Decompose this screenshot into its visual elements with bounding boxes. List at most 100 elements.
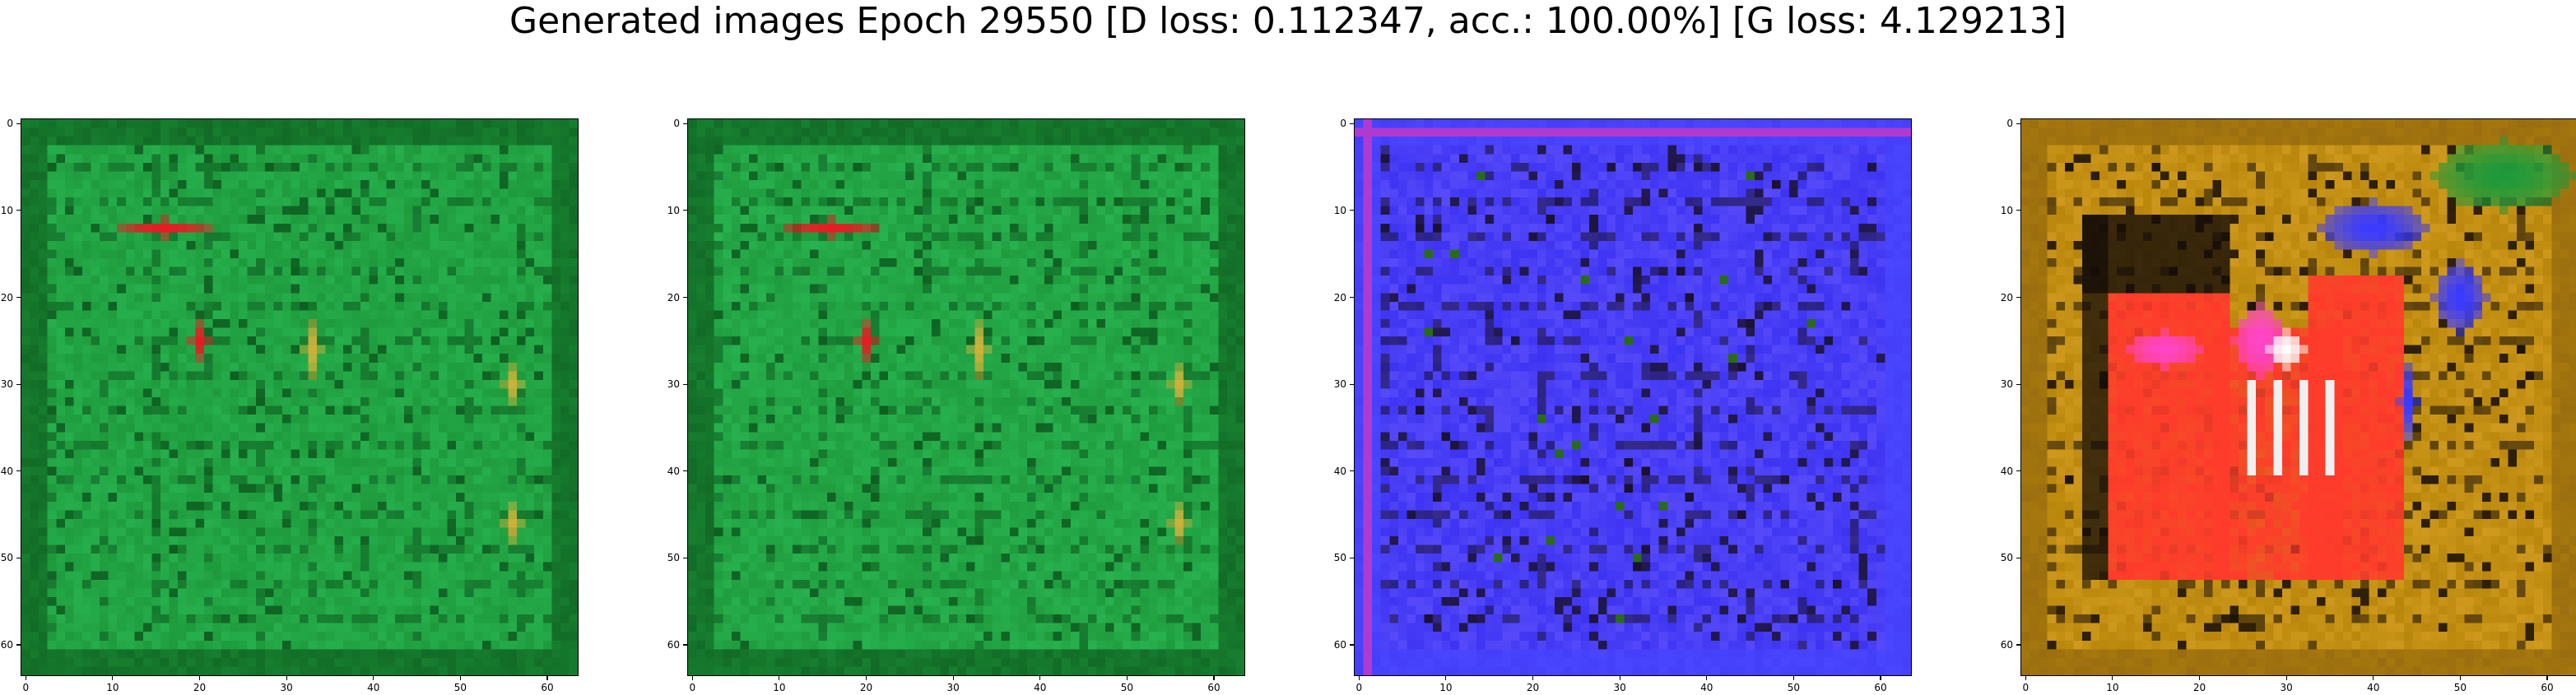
x-tick-label: 60 [1874, 682, 1887, 693]
x-tick-label: 10 [106, 682, 119, 693]
x-tick-mark [2285, 675, 2287, 680]
y-tick-label: 10 [1333, 204, 1346, 216]
x-tick-mark [112, 675, 114, 680]
y-tick-mark [2016, 210, 2021, 211]
x-tick-label: 20 [859, 682, 873, 693]
generated-image-2 [687, 118, 1245, 676]
y-tick-mark [1350, 383, 1355, 385]
x-tick-mark [198, 675, 201, 680]
x-tick-label: 60 [2541, 682, 2554, 693]
x-tick-mark [1039, 675, 1041, 680]
y-tick-mark [16, 123, 21, 124]
x-tick-label: 30 [946, 682, 960, 693]
x-tick-mark [1880, 675, 1881, 680]
y-tick-label: 10 [667, 204, 680, 216]
x-tick-label: 40 [367, 682, 380, 693]
y-tick-mark [683, 644, 688, 646]
x-tick-label: 50 [2453, 682, 2467, 693]
y-tick-mark [683, 210, 688, 211]
image-pixels-4 [2021, 119, 2576, 675]
y-tick-label: 50 [2000, 552, 2013, 564]
x-tick-mark [1445, 675, 1447, 680]
y-tick-label: 10 [0, 204, 13, 216]
y-tick-label: 40 [2000, 465, 2013, 477]
y-tick-mark [2016, 470, 2021, 472]
y-tick-mark [1350, 123, 1355, 124]
x-tick-mark [1358, 675, 1360, 680]
generated-image-4 [2020, 118, 2576, 676]
x-tick-label: 30 [2280, 682, 2293, 693]
y-tick-label: 50 [0, 552, 13, 564]
y-tick-mark [2016, 123, 2021, 124]
x-tick-label: 30 [1613, 682, 1626, 693]
x-tick-mark [2025, 675, 2026, 680]
y-tick-label: 0 [7, 118, 13, 130]
x-tick-mark [1213, 675, 1215, 680]
y-tick-mark [16, 210, 21, 211]
x-tick-mark [2459, 675, 2461, 680]
y-tick-label: 20 [1333, 291, 1346, 303]
x-tick-mark [373, 675, 374, 680]
x-tick-mark [459, 675, 461, 680]
y-tick-label: 30 [1333, 378, 1346, 391]
x-tick-label: 10 [1439, 682, 1453, 693]
y-tick-label: 20 [2000, 291, 2013, 303]
image-panel-4: 0 10 20 30 40 50 60 0 10 20 30 40 50 60 [2001, 118, 2576, 693]
y-tick-mark [1350, 210, 1355, 211]
y-tick-label: 0 [2006, 118, 2013, 130]
y-tick-mark [683, 123, 688, 124]
generated-image-1 [21, 118, 579, 676]
image-panel-2: 0 10 20 30 40 50 60 0 10 20 30 40 50 60 [667, 118, 1245, 693]
x-tick-mark [952, 675, 954, 680]
y-tick-label: 50 [667, 552, 680, 564]
image-pixels-2 [688, 119, 1244, 675]
x-tick-mark [1793, 675, 1794, 680]
x-tick-mark [2546, 675, 2548, 680]
y-tick-label: 30 [667, 378, 680, 391]
x-tick-label: 60 [1207, 682, 1221, 693]
y-tick-mark [16, 470, 21, 472]
y-tick-label: 60 [1333, 639, 1346, 651]
y-tick-mark [683, 383, 688, 385]
x-tick-label: 0 [22, 682, 30, 693]
x-tick-label: 50 [453, 682, 467, 693]
image-pixels-1 [21, 119, 578, 675]
y-tick-label: 10 [2000, 204, 2013, 216]
y-tick-mark [16, 383, 21, 385]
x-tick-label: 50 [1120, 682, 1134, 693]
y-tick-label: 60 [0, 639, 13, 651]
y-tick-label: 30 [0, 378, 13, 391]
y-tick-mark [2016, 644, 2021, 646]
y-tick-label: 0 [1340, 118, 1346, 130]
y-tick-mark [16, 296, 21, 299]
x-tick-mark [546, 675, 548, 680]
y-tick-label: 40 [1333, 465, 1346, 477]
image-panel-3: 0 10 20 30 40 50 60 0 10 20 30 40 50 60 [1334, 118, 1912, 693]
y-tick-label: 40 [0, 465, 13, 477]
x-tick-label: 60 [541, 682, 554, 693]
y-tick-label: 30 [2000, 378, 2013, 391]
x-tick-mark [2198, 675, 2201, 680]
y-tick-label: 20 [667, 291, 680, 303]
x-tick-mark [1706, 675, 1708, 680]
y-tick-label: 40 [667, 465, 680, 477]
x-tick-label: 40 [1700, 682, 1713, 693]
x-tick-label: 10 [2106, 682, 2119, 693]
y-tick-label: 50 [1333, 552, 1346, 564]
x-tick-label: 30 [280, 682, 293, 693]
x-tick-label: 10 [773, 682, 786, 693]
y-tick-mark [1350, 296, 1355, 299]
x-tick-label: 20 [2192, 682, 2206, 693]
x-tick-label: 0 [689, 682, 696, 693]
generated-image-3 [1354, 118, 1912, 676]
y-tick-mark [16, 644, 21, 646]
x-tick-mark [691, 675, 693, 680]
x-tick-label: 0 [2022, 682, 2030, 693]
x-tick-label: 0 [1355, 682, 1363, 693]
x-tick-mark [865, 675, 867, 680]
image-panel-1: 0 10 20 30 40 50 60 0 10 20 30 40 50 60 [1, 118, 579, 693]
figure-suptitle: Generated images Epoch 29550 [D loss: 0.… [509, 0, 2067, 42]
x-tick-label: 40 [2367, 682, 2380, 693]
image-pixels-3 [1355, 119, 1911, 675]
x-tick-label: 40 [1034, 682, 1047, 693]
